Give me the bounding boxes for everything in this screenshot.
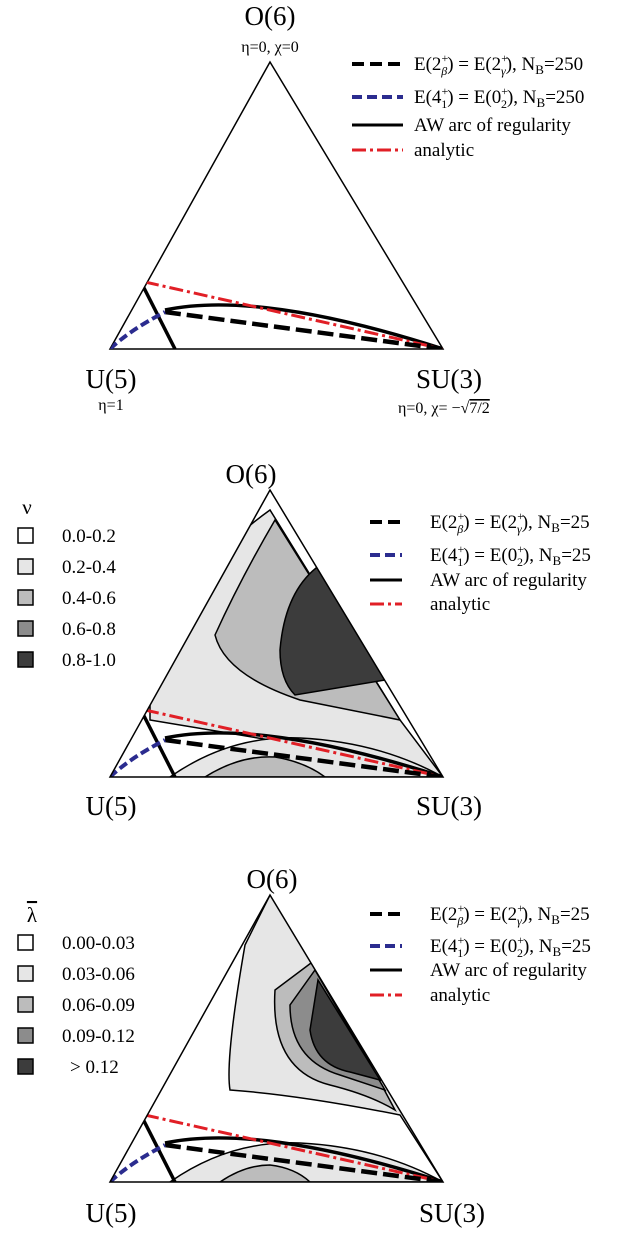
bin-label-1: 0.0-0.2 xyxy=(62,526,116,547)
swatch-bin-2 xyxy=(17,558,34,575)
legend-item-1: E(2+ β) = E(2+ γ), NB=25 xyxy=(430,901,590,928)
swatch-bin-1 xyxy=(17,934,34,951)
dashed-blue-line xyxy=(110,310,166,349)
legend: E(2+ β) = E(2+ γ), NB=25 E(4+ 1) = E(0+ 2), … xyxy=(370,509,591,615)
swatch-bin-5 xyxy=(17,651,34,668)
triangle-outline xyxy=(108,488,445,778)
legend-item-4: analytic xyxy=(430,985,490,1006)
swatch-bin-4 xyxy=(17,620,34,637)
vertex-u5-label: U(5) xyxy=(86,364,137,394)
scale-title: ν xyxy=(22,495,32,519)
panel-2: O(6) U(5) SU(3) ν 0.0-0.2 0.2-0.4 0.4-0.… xyxy=(17,459,591,821)
aw-arc-line xyxy=(164,303,443,349)
vertex-o6-params: η=0, χ=0 xyxy=(241,39,299,56)
legend-item-2: E(4+ 1) = E(0+ 2), NB=25 xyxy=(430,542,591,569)
scale-title: λ xyxy=(27,903,38,927)
contour-regions xyxy=(110,508,443,777)
legend-item-2: E(4+ 1) = E(0+ 2), NB=25 xyxy=(430,933,591,960)
swatch-bin-1 xyxy=(17,527,34,544)
bin-label-4: 0.6-0.8 xyxy=(62,619,116,640)
scale-legend: ν 0.0-0.2 0.2-0.4 0.4-0.6 0.6-0.8 0.8-1.… xyxy=(17,495,116,671)
legend-item-4: analytic xyxy=(430,594,490,615)
panel-1: O(6) η=0, χ=0 U(5) η=1 SU(3) η=0, χ= −√7… xyxy=(86,1,585,417)
bin-label-2: 0.03-0.06 xyxy=(62,964,135,985)
vertex-u5-params: η=1 xyxy=(98,397,123,414)
legend-item-3: AW arc of regularity xyxy=(430,570,587,591)
dashed-black-line xyxy=(164,309,443,349)
legend-item-1: E(2+ β) = E(2+ γ), NB=250 xyxy=(414,51,583,78)
vertex-u5-label: U(5) xyxy=(86,791,137,821)
swatch-bin-5 xyxy=(17,1058,34,1075)
vertex-su3-params: η=0, χ= −√7/2 xyxy=(398,400,490,417)
vertex-su3-label: SU(3) xyxy=(416,364,482,394)
bin-label-3: 0.4-0.6 xyxy=(62,588,116,609)
analytic-line xyxy=(144,280,443,349)
bin-label-1: 0.00-0.03 xyxy=(62,933,135,954)
swatch-bin-3 xyxy=(17,996,34,1013)
legend: E(2+ β) = E(2+ γ), NB=25 E(4+ 1) = E(0+ 2), … xyxy=(370,901,591,1006)
vertex-o6-label: O(6) xyxy=(245,1,296,31)
bin-label-5: > 0.12 xyxy=(70,1057,119,1078)
legend-item-1: E(2+ β) = E(2+ γ), NB=25 xyxy=(430,509,590,536)
swatch-bin-4 xyxy=(17,1027,34,1044)
scale-legend: λ 0.00-0.03 0.03-0.06 0.06-0.09 0.09-0.1… xyxy=(17,903,135,1078)
legend-item-2: E(4+ 1) = E(0+ 2), NB=250 xyxy=(414,84,584,111)
panel-3: O(6) U(5) SU(3) λ 0.00-0.03 0.03-0.06 0.… xyxy=(17,864,591,1228)
vertex-o6-label: O(6) xyxy=(247,864,298,894)
contour-regions xyxy=(110,895,443,1182)
swatch-bin-2 xyxy=(17,965,34,982)
legend-item-3: AW arc of regularity xyxy=(430,960,587,981)
swatch-bin-3 xyxy=(17,589,34,606)
short-regularity-line xyxy=(141,285,177,349)
vertex-u5-label: U(5) xyxy=(86,1198,137,1228)
triangle-outline xyxy=(108,60,445,350)
vertex-o6-label: O(6) xyxy=(226,459,277,489)
vertex-su3-label: SU(3) xyxy=(416,791,482,821)
legend-item-4: analytic xyxy=(414,140,474,161)
legend: E(2+ β) = E(2+ γ), NB=250 E(4+ 1) = E(0+ 2),… xyxy=(352,51,584,161)
bin-label-5: 0.8-1.0 xyxy=(62,650,116,671)
bin-label-4: 0.09-0.12 xyxy=(62,1026,135,1047)
bin-label-2: 0.2-0.4 xyxy=(62,557,116,578)
bin-label-3: 0.06-0.09 xyxy=(62,995,135,1016)
vertex-su3-label: SU(3) xyxy=(419,1198,485,1228)
legend-item-3: AW arc of regularity xyxy=(414,115,571,136)
triangle-outline xyxy=(108,893,445,1183)
